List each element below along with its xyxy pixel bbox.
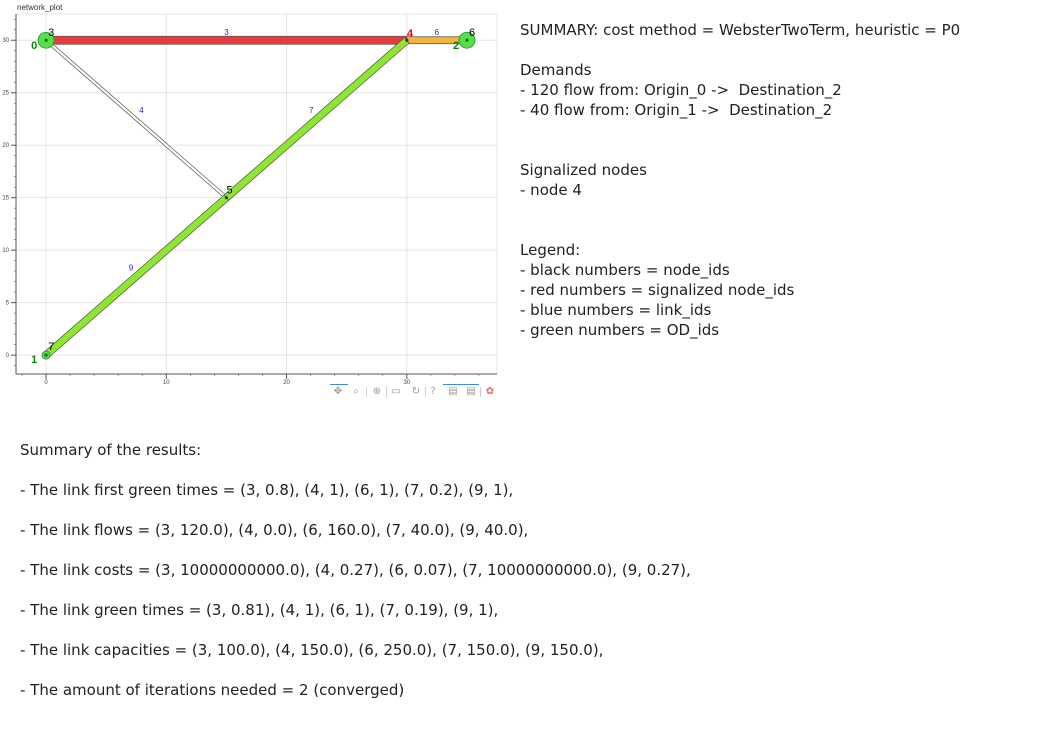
labels-layer: 3 4 6 7 9 3 4 5 6 7 0 1 2 — [31, 27, 475, 366]
bokeh-logo-icon[interactable]: ✿ — [485, 386, 495, 397]
summary-line — [520, 220, 1040, 240]
results-line: - The link flows = (3, 120.0), (4, 0.0),… — [20, 521, 529, 539]
y-tick-label: 30 — [2, 38, 9, 44]
hover-tooltip-icon-2[interactable]: ▤ — [466, 386, 476, 397]
od-id-label-2: 2 — [453, 40, 459, 52]
summary-line: SUMMARY: cost method = WebsterTwoTerm, h… — [520, 21, 961, 39]
hover-tooltip-icon[interactable]: ▤ — [448, 386, 458, 397]
network-plot[interactable]: 0 10 20 30 0 5 10 15 20 25 30 3 4 6 7 9 3 4 5 6 7 0 1 2 — [0, 0, 510, 400]
x-tick-label: 30 — [403, 380, 410, 386]
pan-icon[interactable]: ✥ — [333, 386, 343, 397]
link-id-label: 6 — [435, 28, 440, 37]
link-id-label: 4 — [139, 106, 144, 115]
save-icon[interactable]: ▭ — [391, 386, 401, 397]
help-icon[interactable]: ? — [430, 386, 436, 397]
summary-line: - 40 flow from: Origin_1 -> Destination_… — [520, 101, 833, 119]
node-dot-4 — [405, 38, 409, 42]
summary-line: - 120 flow from: Origin_0 -> Destination… — [520, 81, 842, 99]
y-tick-label: 25 — [2, 91, 9, 97]
link-id-label: 3 — [224, 28, 229, 37]
results-line: - The amount of iterations needed = 2 (c… — [20, 681, 405, 699]
link-4 — [44, 38, 228, 200]
results-line: - The link capacities = (3, 100.0), (4, … — [20, 641, 604, 659]
link-7 — [223, 37, 410, 201]
results-line: - The link green times = (3, 0.81), (4, … — [20, 601, 499, 619]
x-tick-label: 20 — [283, 380, 290, 386]
summary-line — [520, 200, 1040, 220]
results-line: - The link costs = (3, 10000000000.0), (… — [20, 561, 691, 579]
summary-line: - blue numbers = link_ids — [520, 301, 712, 319]
node-id-label-6: 6 — [469, 27, 475, 39]
results-panel: Summary of the results: - The link first … — [20, 440, 1030, 720]
y-tick-label: 10 — [2, 248, 9, 254]
active-tool-indicator — [330, 384, 348, 385]
link-9 — [43, 194, 230, 359]
y-tick-label: 0 — [6, 353, 10, 359]
link-id-label: 7 — [309, 106, 314, 115]
plot-title: network_plot — [17, 3, 63, 12]
summary-line — [520, 40, 1040, 60]
summary-line: - node 4 — [520, 181, 582, 199]
y-tick-label: 20 — [2, 143, 9, 149]
summary-line — [520, 120, 1040, 140]
node-dot — [44, 38, 48, 42]
summary-panel: SUMMARY: cost method = WebsterTwoTerm, h… — [520, 20, 1040, 340]
links-layer — [43, 35, 468, 359]
nodes-layer — [37, 31, 476, 360]
link-3 — [45, 35, 408, 45]
summary-line: - black numbers = node_ids — [520, 261, 730, 279]
summary-line — [520, 140, 1040, 160]
toolbar-separator — [480, 387, 481, 397]
y-tick-label: 15 — [2, 196, 9, 202]
y-tick-label: 5 — [6, 301, 10, 307]
plot-toolbar: ✥ ⌕ ⊕ ▭ ↻? ▤ ▤ ✿ — [330, 384, 498, 400]
summary-line: - red numbers = signalized node_ids — [520, 281, 795, 299]
node-id-label-7: 7 — [48, 341, 54, 353]
summary-line: Signalized nodes — [520, 161, 647, 179]
od-id-label-1: 1 — [31, 354, 37, 366]
summary-line: Demands — [520, 61, 592, 79]
box-zoom-icon[interactable]: ⌕ — [353, 386, 359, 397]
toolbar-separator — [386, 387, 387, 397]
link-id-label: 9 — [129, 263, 134, 272]
x-tick-label: 0 — [44, 380, 48, 386]
zoom-in-icon[interactable]: ⊕ — [372, 386, 382, 397]
od-id-label-0: 0 — [31, 40, 37, 52]
summary-line: - green numbers = OD_ids — [520, 321, 720, 339]
toolbar-separator — [425, 387, 426, 397]
node-dot-5 — [224, 196, 229, 200]
x-tick-label: 10 — [163, 380, 170, 386]
summary-line: Legend: — [520, 241, 581, 259]
toolbar-separator — [366, 387, 367, 397]
node-dot — [465, 38, 469, 42]
node-id-label-5: 5 — [226, 185, 232, 197]
node-id-label-3: 3 — [48, 27, 54, 39]
active-tool-indicator — [443, 384, 479, 385]
results-heading: Summary of the results: — [20, 441, 202, 459]
node-id-label-4: 4 — [407, 28, 414, 40]
node-dot — [44, 353, 48, 357]
results-line: - The link first green times = (3, 0.8),… — [20, 481, 514, 499]
reset-icon[interactable]: ↻ — [411, 386, 421, 397]
